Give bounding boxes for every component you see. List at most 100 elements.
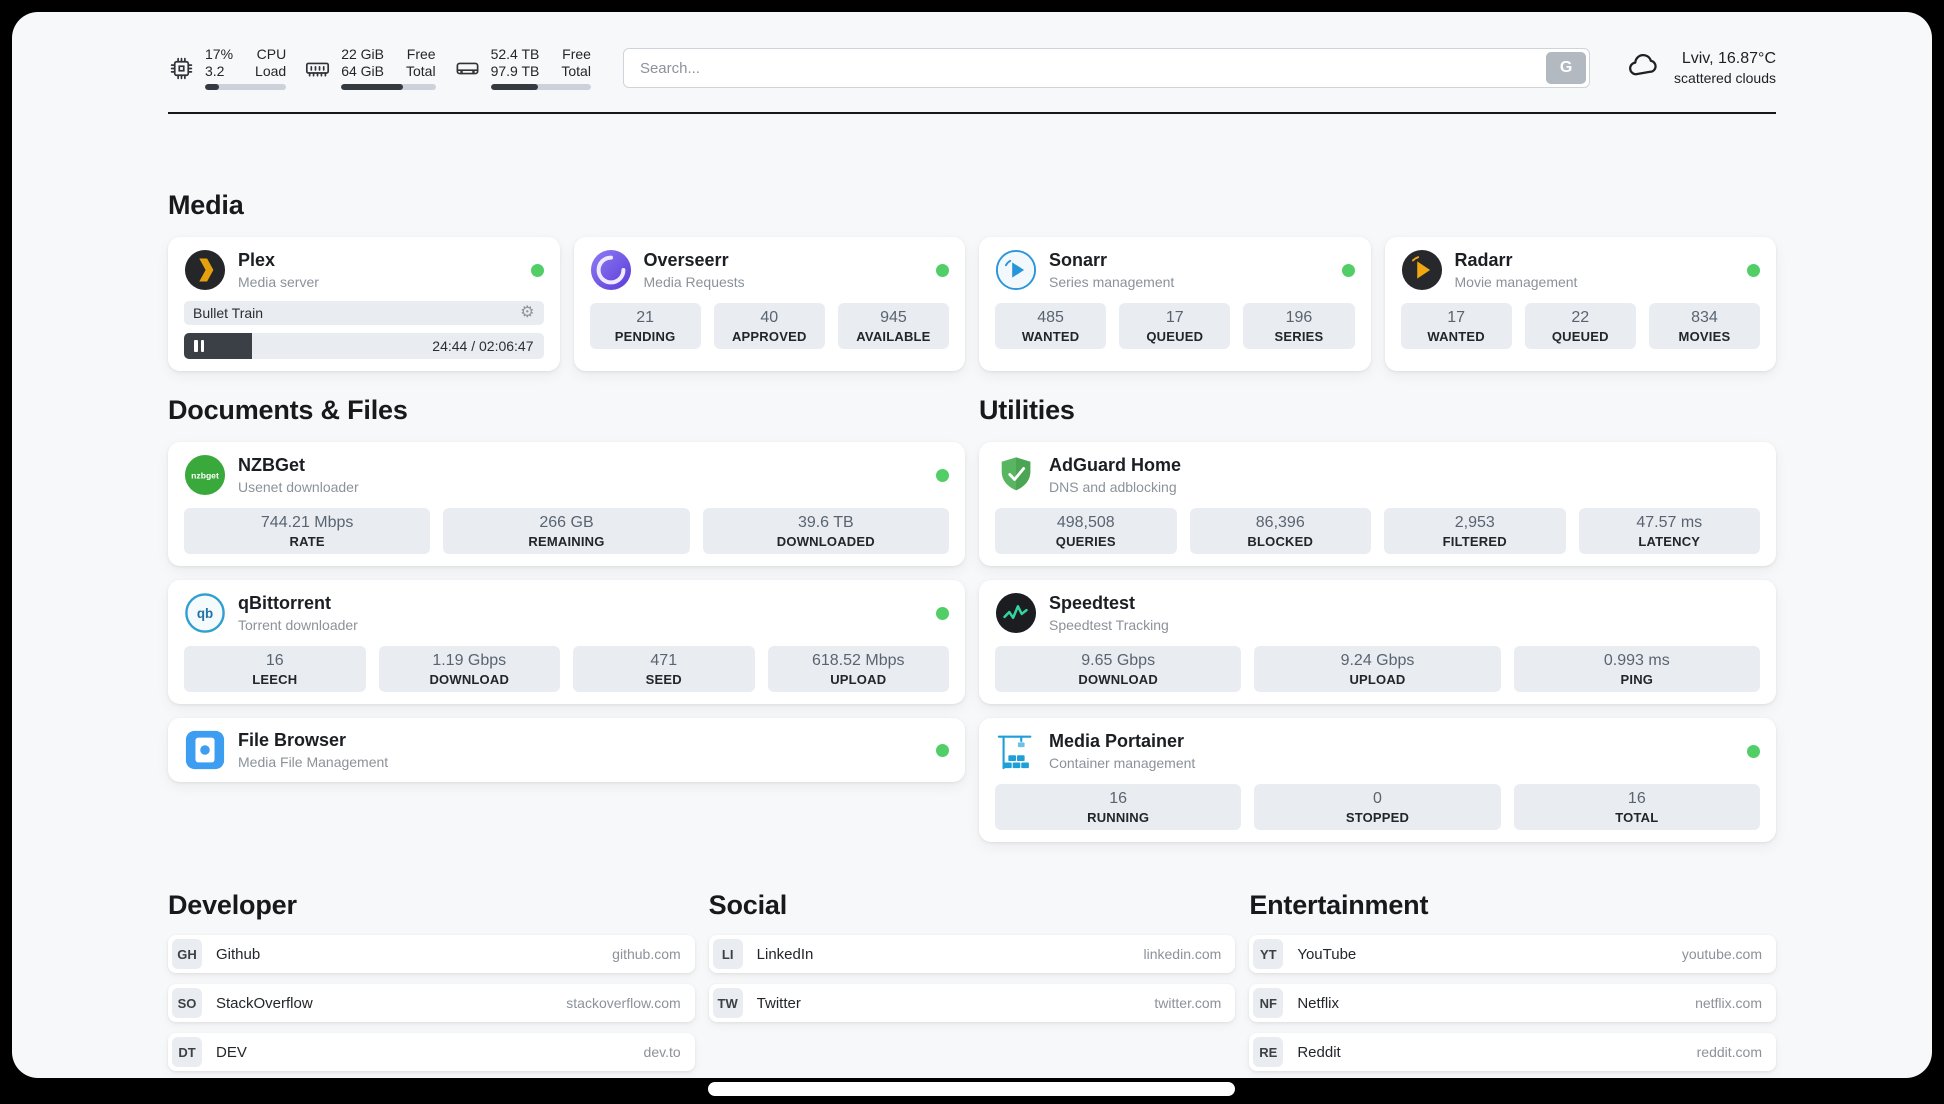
media-grid: Plex Media server Bullet Train ⚙ 24:44 /… xyxy=(168,237,1776,371)
stat-value: 618.52 Mbps xyxy=(811,652,905,669)
stat-box: 1.19 Gbps DOWNLOAD xyxy=(378,646,560,692)
stat-box: 21 PENDING xyxy=(589,303,701,349)
app-card-portainer[interactable]: Media Portainer Container management 16 … xyxy=(979,718,1776,842)
stat-box: 498,508 QUERIES xyxy=(995,508,1177,554)
section-title-media: Media xyxy=(168,190,244,220)
section-title-entertainment: Entertainment xyxy=(1249,890,1429,920)
memory-monitor-body: 22 GiB Free 64 GiB Total xyxy=(341,46,436,90)
middle-columns: Documents & Files nzbget xyxy=(168,395,1776,842)
stat-box: 17 WANTED xyxy=(1400,303,1512,349)
bookmark-dev[interactable]: DT DEV dev.to xyxy=(168,1033,695,1071)
app-meta: Speedtest Speedtest Tracking xyxy=(1049,593,1169,633)
stat-box: 834 MOVIES xyxy=(1648,303,1761,349)
bookmark-github[interactable]: GH Github github.com xyxy=(168,935,695,973)
bookmark-name: Reddit xyxy=(1297,1043,1341,1061)
playback-time: 24:44 / 02:06:47 xyxy=(432,338,534,354)
app-card-sonarr[interactable]: Sonarr Series management 485 WANTED 17 Q… xyxy=(979,237,1371,371)
app-card-filebrowser[interactable]: File Browser Media File Management xyxy=(168,718,965,782)
stat-label: RATE xyxy=(289,534,325,549)
stat-value: 485 xyxy=(1037,309,1064,326)
app-name: Sonarr xyxy=(1049,250,1108,270)
stats-row: 17 WANTED 22 QUEUED 834 MOVIES xyxy=(1400,303,1761,349)
stat-label: SERIES xyxy=(1274,329,1324,344)
app-name: File Browser xyxy=(238,730,347,750)
disk-free-value: 52.4 TB xyxy=(490,46,540,62)
disk-total-value: 97.9 TB xyxy=(490,63,540,79)
ram-total-value: 64 GiB xyxy=(341,63,384,79)
app-card-qbittorrent[interactable]: qb qBittorrent Torrent downloader xyxy=(168,580,965,704)
bookmark-abbr: RE xyxy=(1253,1037,1284,1067)
app-card-plex[interactable]: Plex Media server Bullet Train ⚙ 24:44 /… xyxy=(168,237,560,371)
disk-icon xyxy=(454,55,481,82)
app-card-nzbget[interactable]: nzbget NZBGet Usenet downloader 74 xyxy=(168,442,965,566)
stat-box: 86,396 BLOCKED xyxy=(1189,508,1371,554)
app-subtitle: Media server xyxy=(238,274,319,290)
stat-label: REMAINING xyxy=(528,534,605,549)
app-meta: Overseerr Media Requests xyxy=(644,250,745,290)
section-media: Media Plex Media server xyxy=(168,190,1776,371)
stats-row: 744.21 Mbps RATE 266 GB REMAINING 39.6 T… xyxy=(184,508,949,554)
seek-bar[interactable]: 24:44 / 02:06:47 xyxy=(184,333,544,359)
pause-icon[interactable] xyxy=(194,340,204,352)
system-monitors: 17% CPU 3.2 Load xyxy=(168,46,591,90)
stat-value: 0.993 ms xyxy=(1603,652,1670,669)
dashboard-page: 17% CPU 3.2 Load xyxy=(12,12,1932,1078)
status-dot xyxy=(936,263,949,277)
stat-label: DOWNLOAD xyxy=(1078,672,1158,687)
bookmark-group-social: Social LI LinkedIn linkedin.com TW Twitt… xyxy=(708,890,1236,1071)
app-name: Radarr xyxy=(1454,250,1513,270)
filebrowser-icon xyxy=(184,729,226,771)
stat-label: APPROVED xyxy=(731,329,807,344)
section-utilities: Utilities xyxy=(979,395,1776,842)
stat-box: 471 SEED xyxy=(573,646,755,692)
stat-label: PING xyxy=(1620,672,1654,687)
stat-value: 17 xyxy=(1165,309,1184,326)
stat-label: UPLOAD xyxy=(830,672,887,687)
bookmark-stackoverflow[interactable]: SO StackOverflow stackoverflow.com xyxy=(168,984,695,1022)
stat-box: 47.57 ms LATENCY xyxy=(1578,508,1760,554)
bookmark-name: Twitter xyxy=(756,994,801,1012)
gear-icon[interactable]: ⚙ xyxy=(520,304,535,321)
stat-label: QUEUED xyxy=(1146,329,1204,344)
stat-value: 1.19 Gbps xyxy=(432,652,507,669)
app-meta: AdGuard Home DNS and adblocking xyxy=(1049,455,1181,495)
app-card-radarr[interactable]: Radarr Movie management 17 WANTED 22 QUE… xyxy=(1384,237,1776,371)
overseerr-icon xyxy=(590,249,632,291)
app-subtitle: Speedtest Tracking xyxy=(1049,617,1169,633)
stat-value: 498,508 xyxy=(1056,514,1115,531)
search-input[interactable] xyxy=(623,49,1544,87)
app-card-speedtest[interactable]: Speedtest Speedtest Tracking 9.65 Gbps D… xyxy=(979,580,1776,704)
bookmark-name: YouTube xyxy=(1297,945,1357,963)
cpu-progress-bar xyxy=(205,84,287,90)
stat-label: UPLOAD xyxy=(1349,672,1406,687)
stat-box: 618.52 Mbps UPLOAD xyxy=(767,646,949,692)
bookmark-abbr: YT xyxy=(1253,939,1284,969)
weather-text: Lviv, 16.87°C scattered clouds xyxy=(1674,50,1776,86)
app-card-adguard[interactable]: AdGuard Home DNS and adblocking 498,508 … xyxy=(979,442,1776,566)
stat-label: STOPPED xyxy=(1345,810,1410,825)
now-playing-row: Bullet Train ⚙ xyxy=(184,301,544,325)
stat-box: 9.65 Gbps DOWNLOAD xyxy=(995,646,1242,692)
app-meta: Media Portainer Container management xyxy=(1049,731,1195,771)
bookmark-reddit[interactable]: RE Reddit reddit.com xyxy=(1249,1033,1776,1071)
app-card-overseerr[interactable]: Overseerr Media Requests 21 PENDING 40 A… xyxy=(573,237,965,371)
stats-row: 498,508 QUERIES 86,396 BLOCKED 2,953 FIL… xyxy=(995,508,1760,554)
bookmark-youtube[interactable]: YT YouTube youtube.com xyxy=(1249,935,1776,973)
ram-free-label: Free xyxy=(406,46,436,62)
section-documents: Documents & Files nzbget xyxy=(168,395,965,842)
stat-box: 9.24 Gbps UPLOAD xyxy=(1254,646,1501,692)
ram-free-value: 22 GiB xyxy=(341,46,384,62)
section-title-developer: Developer xyxy=(168,890,297,920)
stat-box: 0 STOPPED xyxy=(1254,784,1501,830)
bookmark-netflix[interactable]: NF Netflix netflix.com xyxy=(1249,984,1776,1022)
bookmark-linkedin[interactable]: LI LinkedIn linkedin.com xyxy=(708,935,1236,973)
stat-box: 16 TOTAL xyxy=(1513,784,1760,830)
bookmark-abbr: GH xyxy=(172,939,202,969)
stat-value: 471 xyxy=(650,652,678,669)
search-engine-button[interactable]: G xyxy=(1546,52,1587,84)
stat-label: FILTERED xyxy=(1442,534,1507,549)
stat-box: 196 SERIES xyxy=(1243,303,1355,349)
bookmark-twitter[interactable]: TW Twitter twitter.com xyxy=(708,984,1236,1022)
weather-widget: Lviv, 16.87°C scattered clouds xyxy=(1626,48,1776,89)
stat-value: 744.21 Mbps xyxy=(260,514,354,531)
